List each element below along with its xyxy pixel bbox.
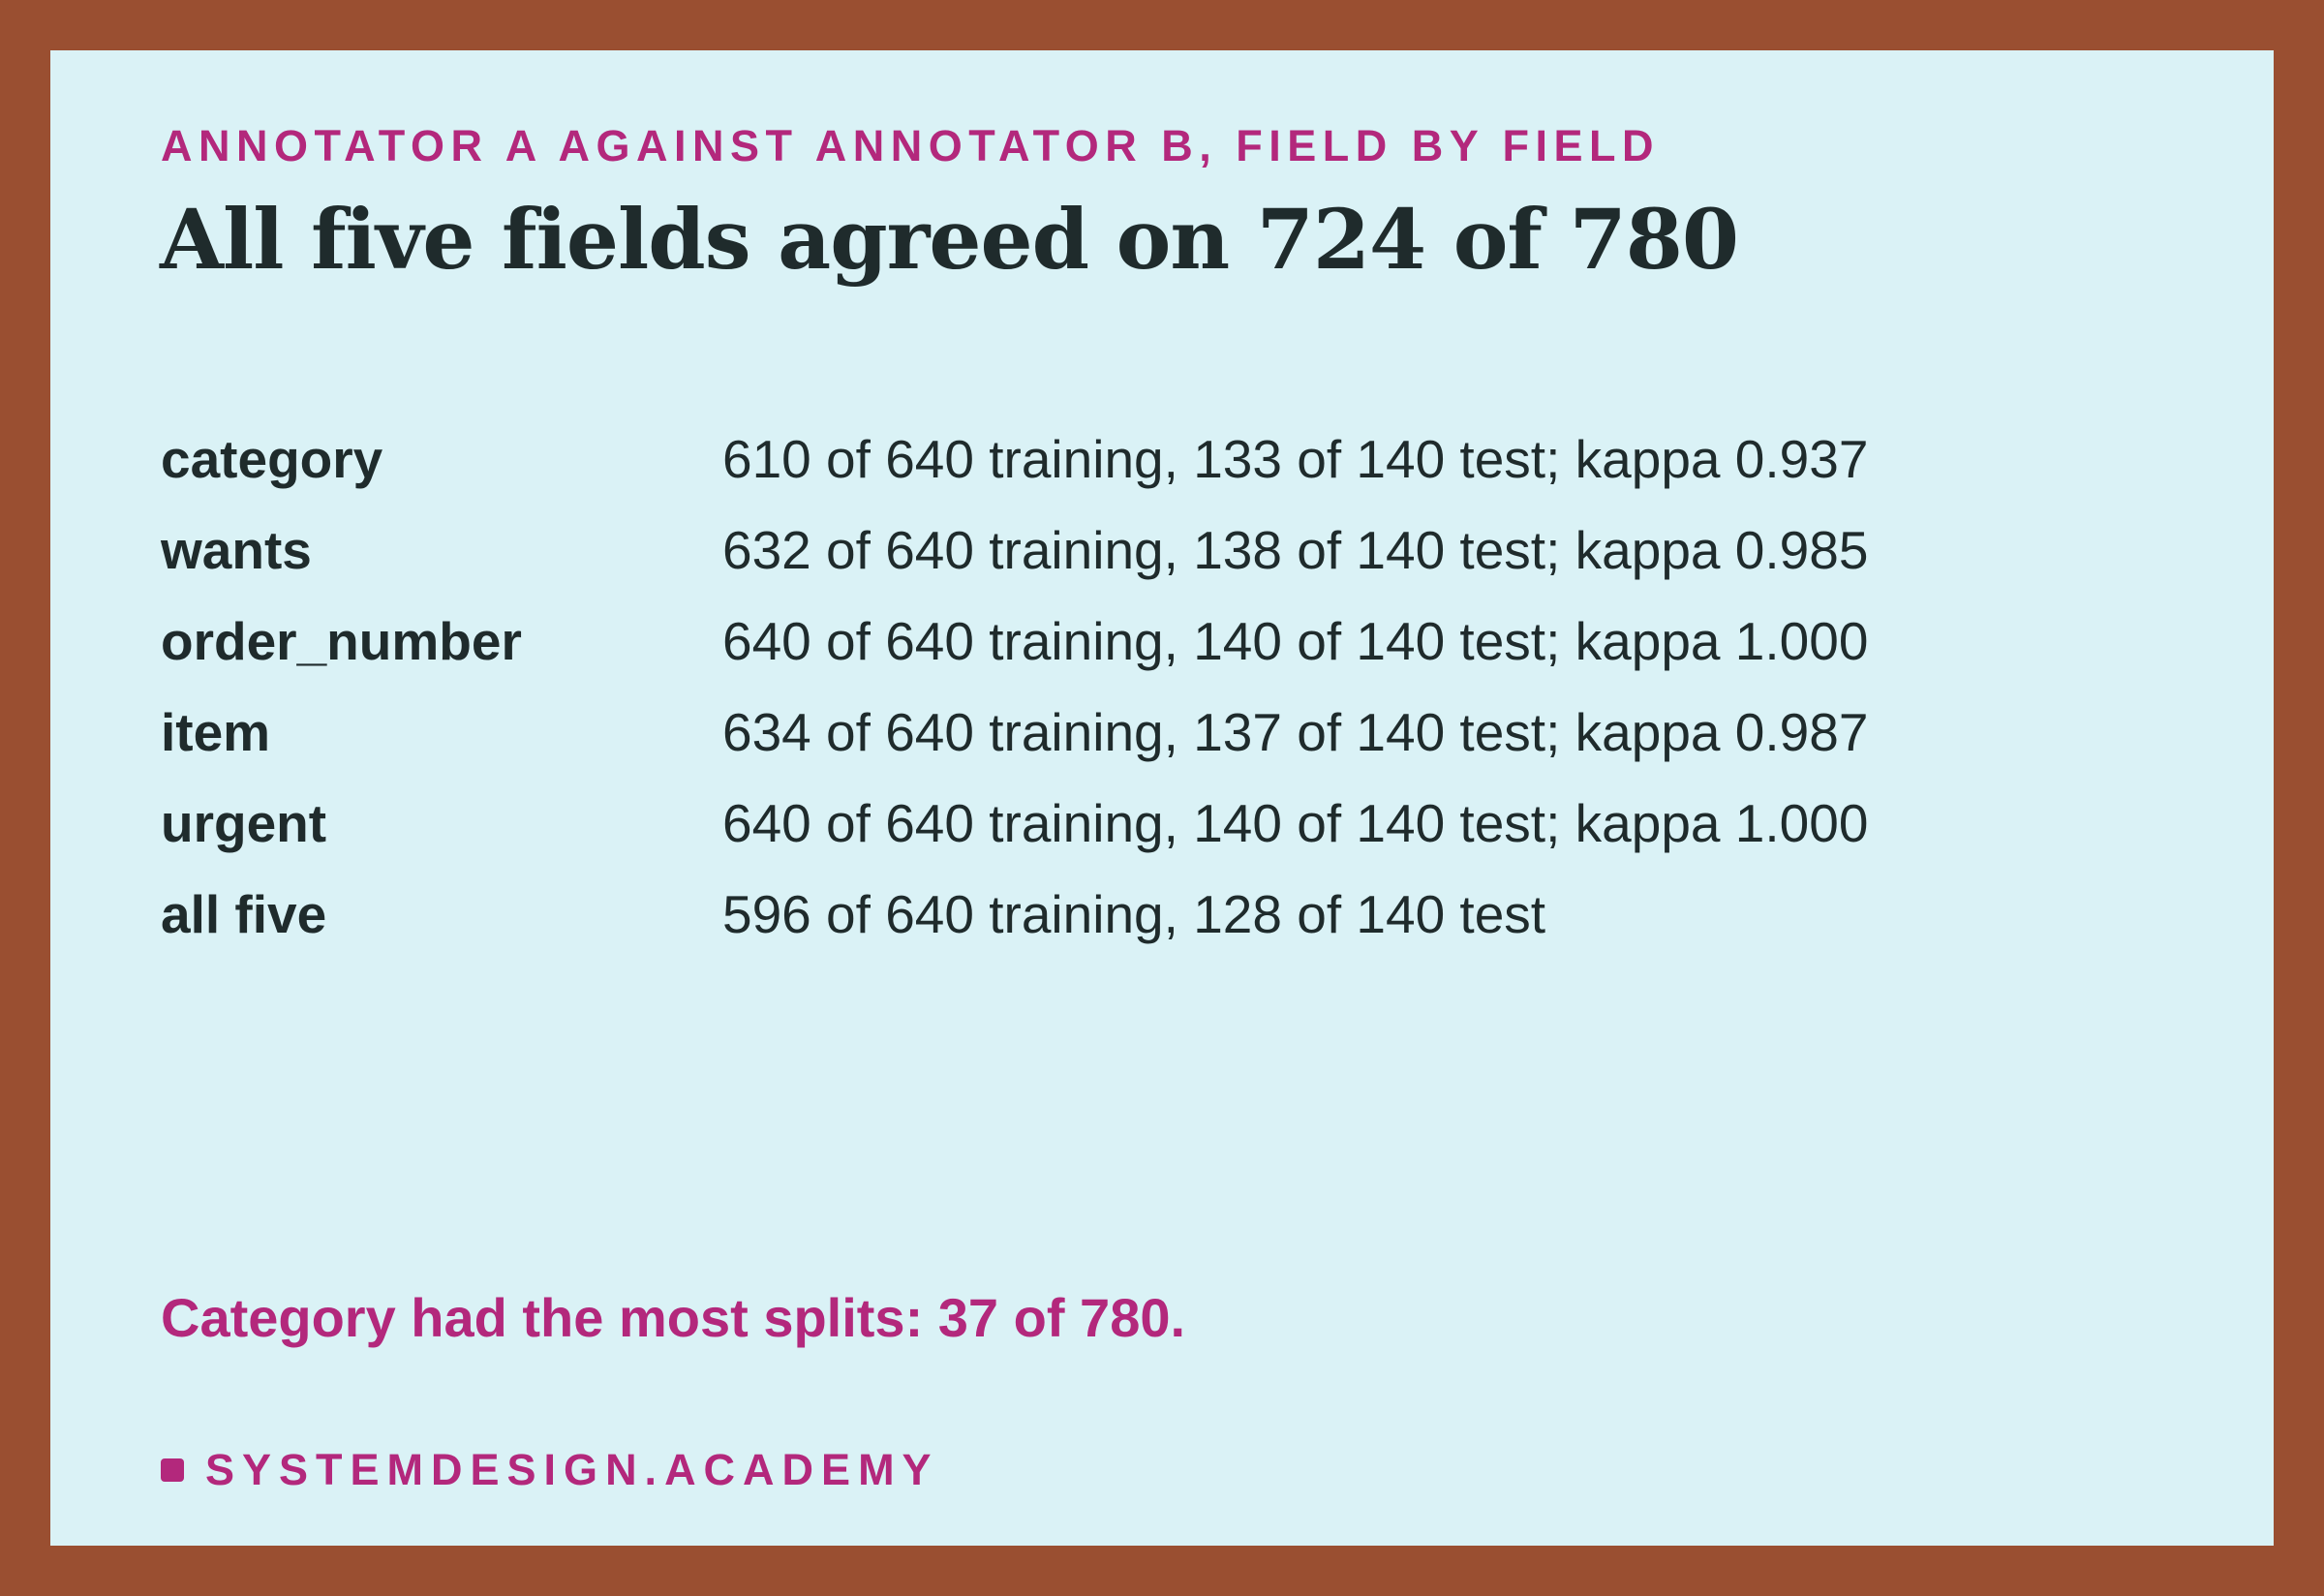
eyebrow-heading: ANNOTATOR A AGAINST ANNOTATOR B, FIELD B… <box>161 121 1660 170</box>
summary-callout: Category had the most splits: 37 of 780. <box>161 1287 1186 1348</box>
field-name: item <box>161 702 271 762</box>
list-item: item 634 of 640 training, 137 of 140 tes… <box>161 701 2097 779</box>
list-item: all five 596 of 640 training, 128 of 140… <box>161 883 2097 961</box>
field-name: wants <box>161 520 312 580</box>
list-item: wants 632 of 640 training, 138 of 140 te… <box>161 519 2097 597</box>
field-name: all five <box>161 884 327 944</box>
field-name: order_number <box>161 611 522 671</box>
card: ANNOTATOR A AGAINST ANNOTATOR B, FIELD B… <box>50 50 2274 1546</box>
field-name: urgent <box>161 793 327 853</box>
field-stats: 596 of 640 training, 128 of 140 test <box>722 884 1546 944</box>
brand-square-icon <box>161 1458 184 1482</box>
brand-name: SYSTEMDESIGN.ACADEMY <box>205 1445 939 1494</box>
field-name: category <box>161 429 383 489</box>
list-item: order_number 640 of 640 training, 140 of… <box>161 610 2097 688</box>
field-stats: 632 of 640 training, 138 of 140 test; ka… <box>722 520 1869 580</box>
list-item: category 610 of 640 training, 133 of 140… <box>161 428 2097 506</box>
field-stats: 640 of 640 training, 140 of 140 test; ka… <box>722 611 1869 671</box>
field-stats: 634 of 640 training, 137 of 140 test; ka… <box>722 702 1869 762</box>
field-stats: 610 of 640 training, 133 of 140 test; ka… <box>722 429 1869 489</box>
page-title: All five fields agreed on 724 of 780 <box>160 192 1739 289</box>
brand-footer: SYSTEMDESIGN.ACADEMY <box>161 1445 939 1495</box>
list-item: urgent 640 of 640 training, 140 of 140 t… <box>161 792 2097 870</box>
field-stats: 640 of 640 training, 140 of 140 test; ka… <box>722 793 1869 853</box>
